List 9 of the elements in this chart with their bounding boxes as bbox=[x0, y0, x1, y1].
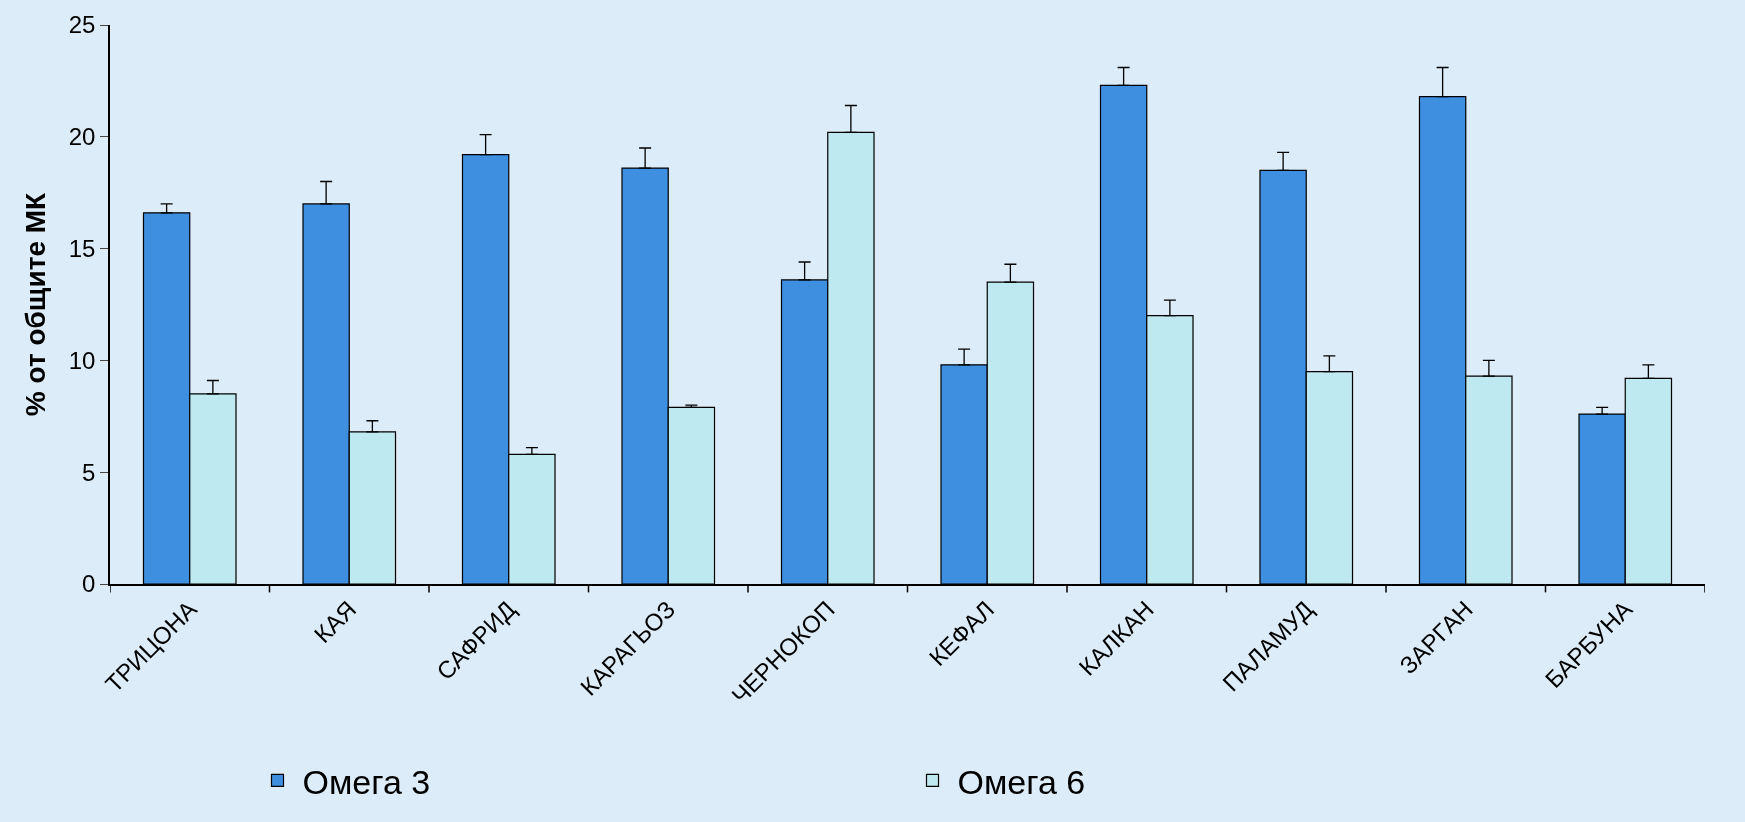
y-tick-label: 15 bbox=[68, 235, 96, 262]
y-tick-label: 10 bbox=[68, 346, 96, 374]
legend-label: Омега 3 bbox=[302, 762, 431, 801]
y-tick-label: 25 bbox=[68, 11, 96, 39]
y-tick-label: 20 bbox=[68, 123, 96, 151]
y-tick-label: 5 bbox=[82, 458, 96, 486]
y-axis-title: % от общите МК bbox=[19, 191, 51, 417]
legend-label: Омега 6 bbox=[957, 762, 1086, 801]
y-tick-label: 0 bbox=[82, 570, 96, 598]
